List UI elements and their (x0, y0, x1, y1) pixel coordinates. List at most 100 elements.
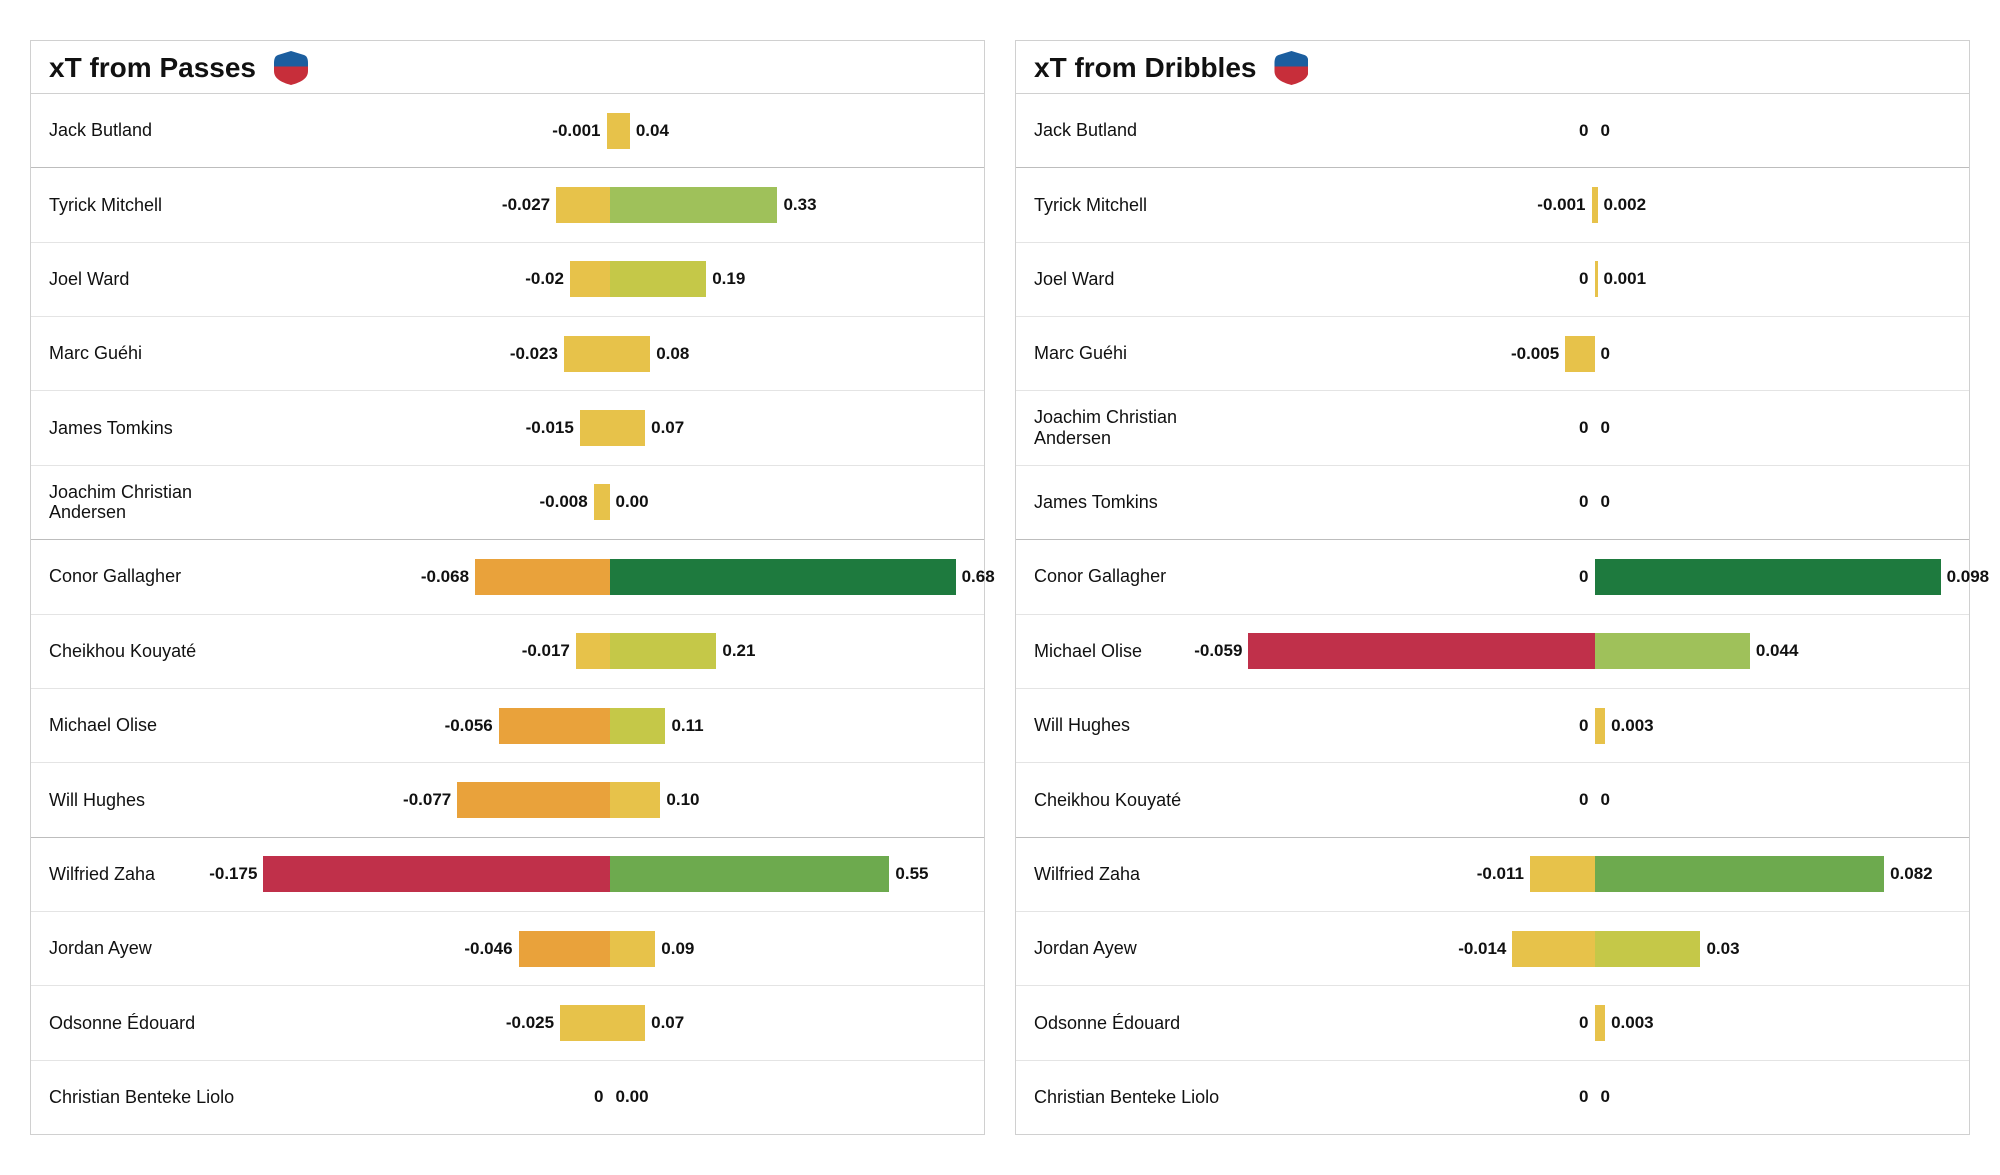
value-positive: 0 (1601, 344, 1610, 364)
value-negative: -0.017 (522, 641, 570, 661)
player-name: Christian Benteke Liolo (49, 1087, 249, 1108)
bar-track: -0.020.19 (249, 257, 970, 301)
player-name: Joachim Christian Andersen (1034, 407, 1234, 448)
bar-track: 00 (1234, 109, 1955, 153)
bar-track: -0.0680.68 (249, 555, 970, 599)
chart-panel: xT from Passes Jack Butland-0.0010.04 Tyri… (30, 40, 985, 1135)
value-negative: -0.056 (445, 716, 493, 736)
value-positive: 0.08 (656, 344, 689, 364)
player-name: Odsonne Édouard (1034, 1013, 1234, 1034)
value-positive: 0.07 (651, 418, 684, 438)
value-negative: -0.015 (526, 418, 574, 438)
value-negative: 0 (1579, 269, 1588, 289)
player-name: Jack Butland (1034, 120, 1234, 141)
value-positive: 0.10 (666, 790, 699, 810)
bar-positive (610, 633, 717, 669)
player-row: Marc Guéhi-0.0230.08 (31, 317, 984, 391)
player-row: Joachim Christian Andersen-0.0080.00 (31, 466, 984, 540)
bar-negative (519, 931, 610, 967)
panel-title: xT from Passes (49, 52, 256, 84)
bar-positive (1595, 708, 1606, 744)
bar-positive (610, 708, 666, 744)
player-name: Jordan Ayew (1034, 938, 1234, 959)
bar-negative (1248, 633, 1594, 669)
bar-track: 00 (1234, 1075, 1955, 1119)
panel-header: xT from Dribbles (1016, 41, 1969, 94)
bar-track: 00 (1234, 406, 1955, 450)
player-row: Joel Ward-0.020.19 (31, 243, 984, 317)
rows-container: Jack Butland00Tyrick Mitchell-0.0010.002… (1016, 94, 1969, 1134)
value-negative: 0 (1579, 716, 1588, 736)
bar-negative (499, 708, 610, 744)
player-row: Michael Olise -0.056 0.11 (31, 689, 984, 763)
bar-positive (1595, 633, 1750, 669)
bar-track: -0.0250.07 (249, 1001, 970, 1045)
bar-track: -0.027 0.33 (249, 183, 970, 227)
value-positive: 0.33 (783, 195, 816, 215)
bar-positive (610, 410, 646, 446)
bar-positive (1595, 931, 1701, 967)
rows-container: Jack Butland-0.0010.04Tyrick Mitchell-0.… (31, 94, 984, 1134)
player-name: Cheikhou Kouyaté (1034, 790, 1234, 811)
player-name: Joel Ward (49, 269, 249, 290)
player-row: Jordan Ayew-0.0140.03 (1016, 912, 1969, 986)
player-row: Cheikhou Kouyaté00 (1016, 763, 1969, 837)
value-positive: 0.003 (1611, 1013, 1654, 1033)
bar-track: -0.0460.09 (249, 927, 970, 971)
value-negative: -0.005 (1511, 344, 1559, 364)
bar-track: -0.0140.03 (1234, 927, 1955, 971)
value-positive: 0.11 (671, 716, 703, 736)
bar-negative (1565, 336, 1594, 372)
value-positive: 0.00 (616, 492, 649, 512)
player-row: Odsonne Édouard 0 0.003 (1016, 986, 1969, 1060)
bar-positive (610, 113, 630, 149)
value-negative: -0.068 (421, 567, 469, 587)
player-row: Jack Butland-0.0010.04 (31, 94, 984, 168)
player-row: Marc Guéhi-0.0050 (1016, 317, 1969, 391)
player-row: Conor Gallagher00.098 (1016, 540, 1969, 614)
value-negative: -0.027 (502, 195, 550, 215)
player-row: Wilfried Zaha-0.1750.55 (31, 838, 984, 912)
value-negative: -0.025 (506, 1013, 554, 1033)
bar-track: -0.015 0.07 (249, 406, 970, 450)
bar-track: 00.098 (1234, 555, 1955, 599)
player-row: Odsonne Édouard-0.0250.07 (31, 986, 984, 1060)
bar-negative (570, 261, 610, 297)
value-positive: 0.03 (1706, 939, 1739, 959)
value-negative: -0.008 (539, 492, 587, 512)
value-positive: 0.04 (636, 121, 669, 141)
bar-track: 0 0.003 (1234, 1001, 1955, 1045)
chart-panel: xT from DribblesJack Butland00Tyrick Mit… (1015, 40, 1970, 1135)
player-name: Michael Olise (49, 715, 249, 736)
bar-positive (1595, 856, 1885, 892)
value-positive: 0 (1601, 418, 1610, 438)
value-negative: 0 (594, 1087, 603, 1107)
bar-positive (610, 782, 661, 818)
bar-track: -0.1750.55 (249, 852, 970, 896)
value-positive: 0.082 (1890, 864, 1933, 884)
player-row: Christian Benteke Liolo00.00 (31, 1061, 984, 1134)
bar-negative (457, 782, 609, 818)
value-positive: 0 (1601, 492, 1610, 512)
value-positive: 0 (1601, 1087, 1610, 1107)
player-row: Jordan Ayew-0.0460.09 (31, 912, 984, 986)
player-row: Joachim Christian Andersen00 (1016, 391, 1969, 465)
bar-track: 00.00 (249, 1075, 970, 1119)
player-name: Odsonne Édouard (49, 1013, 249, 1034)
bar-negative (580, 410, 610, 446)
player-row: Joel Ward00.001 (1016, 243, 1969, 317)
value-negative: -0.046 (464, 939, 512, 959)
bar-positive (610, 931, 656, 967)
player-name: Tyrick Mitchell (49, 195, 249, 216)
player-row: Will Hughes-0.0770.10 (31, 763, 984, 837)
bar-track: 0 0.001 (1234, 257, 1955, 301)
value-positive: 0.003 (1611, 716, 1654, 736)
value-negative: 0 (1579, 1013, 1588, 1033)
value-positive: 0.21 (722, 641, 755, 661)
bar-track: 00 (1234, 778, 1955, 822)
bar-negative (263, 856, 609, 892)
bar-track: -0.008 0.00 (249, 480, 970, 524)
value-positive: 0.001 (1604, 269, 1647, 289)
value-positive: 0.68 (962, 567, 995, 587)
bar-positive (1595, 187, 1598, 223)
